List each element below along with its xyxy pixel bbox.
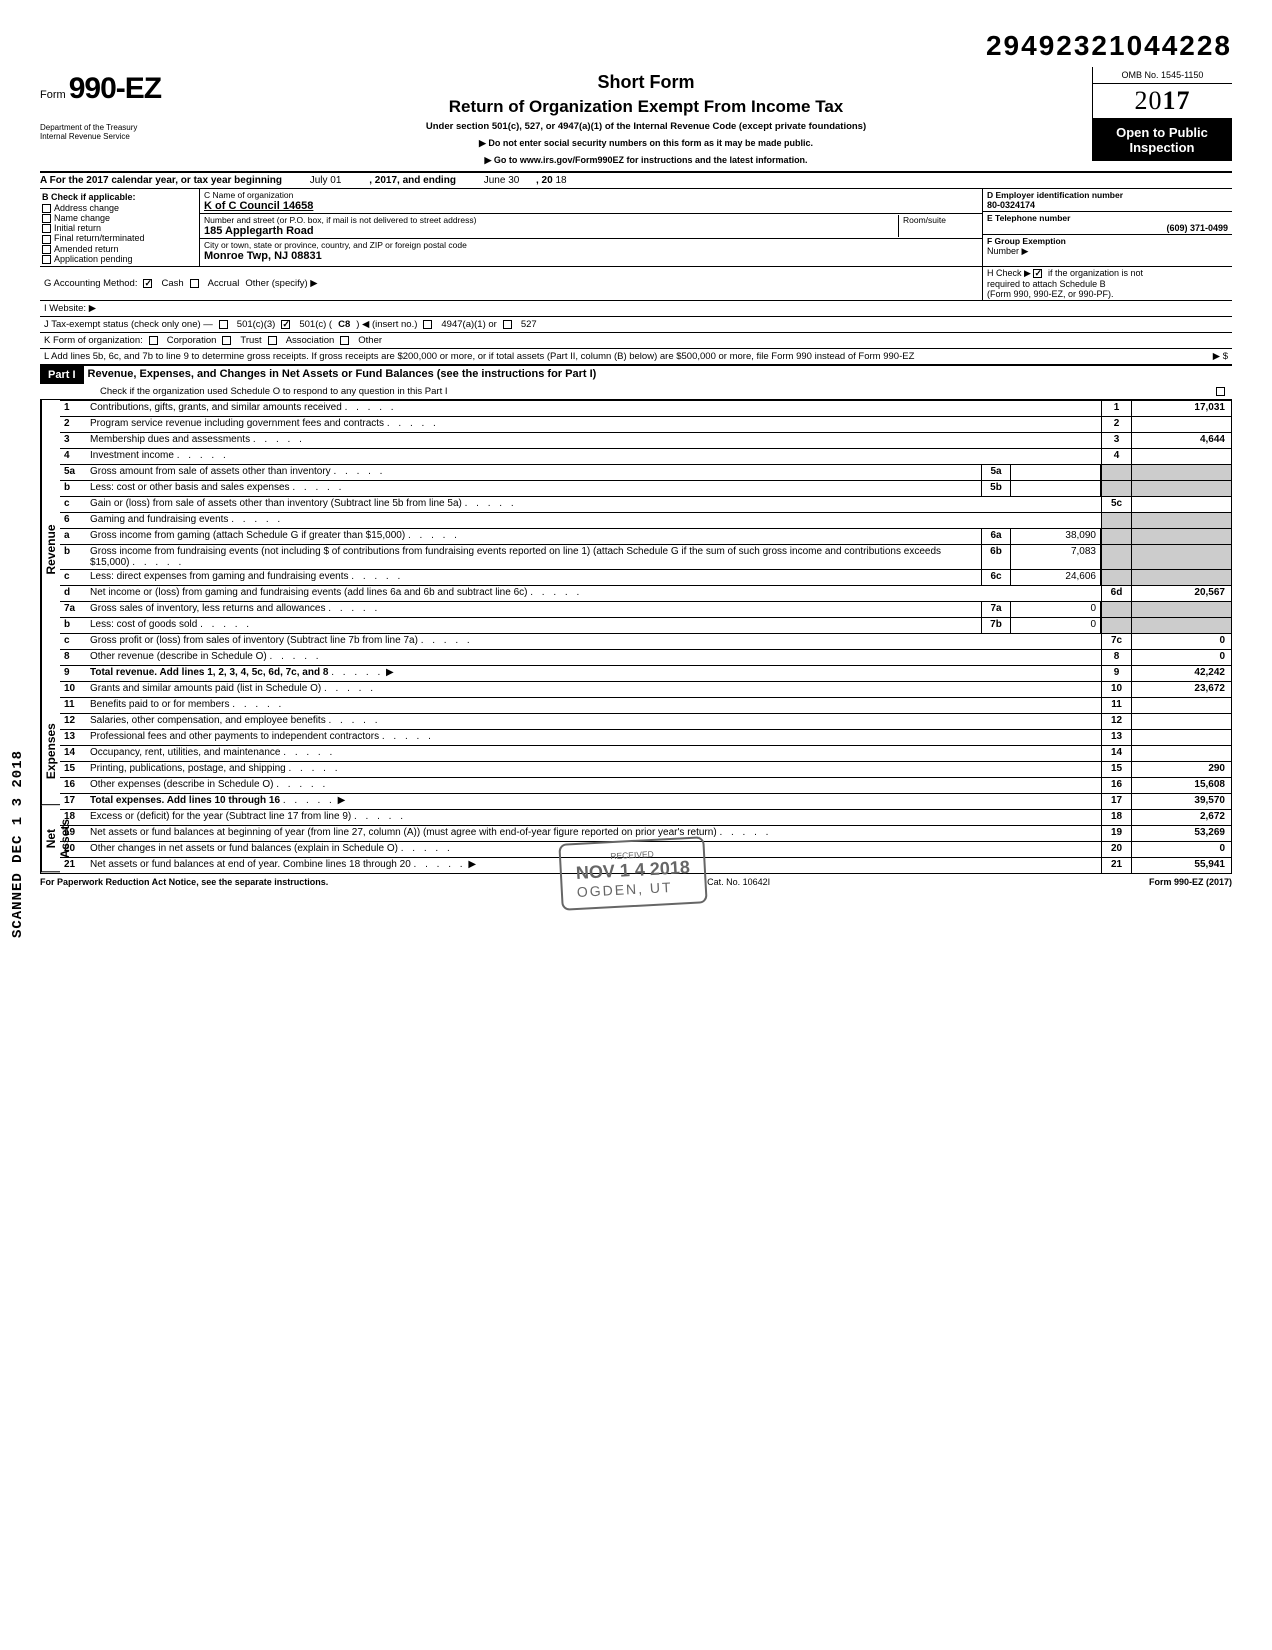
part1-header: Part I Revenue, Expenses, and Changes in… (40, 365, 1232, 384)
form-header: Form 990-EZ Department of the Treasury I… (40, 67, 1232, 173)
tax-year: 2017 (1092, 84, 1232, 119)
info-block: B Check if applicable: Address change Na… (40, 189, 1232, 267)
line-12: 12Salaries, other compensation, and empl… (60, 713, 1231, 729)
line-13: 13Professional fees and other payments t… (60, 729, 1231, 745)
check-501c[interactable] (281, 320, 290, 329)
check-assoc[interactable] (268, 336, 277, 345)
line-11: 11Benefits paid to or for members . . . … (60, 697, 1231, 713)
city-label: City or town, state or province, country… (204, 240, 467, 250)
dept-irs: Internal Revenue Service (40, 133, 200, 142)
tel-label: E Telephone number (987, 213, 1070, 223)
addr-label: Number and street (or P.O. box, if mail … (204, 215, 476, 225)
short-form-title: Short Form (210, 72, 1082, 93)
line-b: bLess: cost or other basis and sales exp… (60, 480, 1231, 496)
part1-label: Part I (40, 366, 84, 384)
part1-body: Revenue Expenses Net Assets 1Contributio… (40, 400, 1232, 874)
goto-link: ▶ Go to www.irs.gov/Form990EZ for instru… (210, 155, 1082, 166)
scanned-stamp: SCANNED DEC 1 3 2018 (10, 750, 26, 938)
form-prefix: Form (40, 89, 66, 101)
expenses-label: Expenses (41, 699, 60, 805)
check-pending[interactable]: Application pending (42, 254, 197, 264)
check-amended[interactable]: Amended return (42, 244, 197, 254)
footer-left: For Paperwork Reduction Act Notice, see … (40, 877, 328, 887)
row-l: L Add lines 5b, 6c, and 7b to line 9 to … (40, 349, 1232, 365)
netassets-label: Net Assets (41, 805, 60, 872)
line-b: bGross income from fundraising events (n… (60, 544, 1231, 569)
grp-label: F Group Exemption (987, 236, 1066, 246)
line-18: 18Excess or (deficit) for the year (Subt… (60, 809, 1231, 825)
check-schedule-b[interactable] (1033, 269, 1042, 278)
line-15: 15Printing, publications, postage, and s… (60, 761, 1231, 777)
check-name-change[interactable]: Name change (42, 213, 197, 223)
line-9: 9Total revenue. Add lines 1, 2, 3, 4, 5c… (60, 665, 1231, 681)
line-b: bLess: cost of goods sold . . . . .7b0 (60, 617, 1231, 633)
telephone: (609) 371-0499 (987, 223, 1228, 233)
footer-right: Form 990-EZ (2017) (1149, 877, 1232, 887)
line-8: 8Other revenue (describe in Schedule O) … (60, 649, 1231, 665)
received-stamp: RECEIVED NOV 1 4 2018 OGDEN, UT (558, 836, 707, 911)
part1-check-line: Check if the organization used Schedule … (40, 384, 1232, 400)
line-10: 10Grants and similar amounts paid (list … (60, 681, 1231, 697)
line-14: 14Occupancy, rent, utilities, and mainte… (60, 745, 1231, 761)
room-label: Room/suite (903, 215, 946, 225)
check-final-return[interactable]: Final return/terminated (42, 233, 197, 243)
row-k-org-form: K Form of organization: Corporation Trus… (40, 333, 1232, 349)
open-public: Open to Public Inspection (1092, 119, 1232, 161)
line-c: cGain or (loss) from sale of assets othe… (60, 496, 1231, 512)
revenue-label: Revenue (41, 400, 60, 700)
main-title: Return of Organization Exempt From Incom… (210, 97, 1082, 117)
line-4: 4Investment income . . . . .4 (60, 448, 1231, 464)
org-name: K of C Council 14658 (204, 200, 313, 212)
line-7a: 7aGross sales of inventory, less returns… (60, 601, 1231, 617)
ssn-warning: ▶ Do not enter social security numbers o… (210, 138, 1082, 149)
col-b-header: B Check if applicable: (42, 191, 197, 203)
ein: 80-0324174 (987, 200, 1035, 210)
org-name-label: C Name of organization (204, 190, 293, 200)
footer-cat: Cat. No. 10642I (707, 877, 770, 887)
row-g-label: G Accounting Method: (44, 278, 137, 289)
check-527[interactable] (503, 320, 512, 329)
document-number: 29492321044228 (40, 30, 1232, 62)
line-1: 1Contributions, gifts, grants, and simil… (60, 400, 1231, 416)
line-6: 6Gaming and fundraising events . . . . . (60, 512, 1231, 528)
check-schedule-o[interactable] (1216, 387, 1225, 396)
line-c: cGross profit or (loss) from sales of in… (60, 633, 1231, 649)
check-other-org[interactable] (340, 336, 349, 345)
line-2: 2Program service revenue including gover… (60, 416, 1231, 432)
part1-title: Revenue, Expenses, and Changes in Net As… (84, 366, 1232, 384)
line-d: dNet income or (loss) from gaming and fu… (60, 585, 1231, 601)
line-16: 16Other expenses (describe in Schedule O… (60, 777, 1231, 793)
line-17: 17Total expenses. Add lines 10 through 1… (60, 793, 1231, 809)
line-5a: 5aGross amount from sale of assets other… (60, 464, 1231, 480)
check-initial-return[interactable]: Initial return (42, 223, 197, 233)
line-3: 3Membership dues and assessments . . . .… (60, 432, 1231, 448)
check-accrual[interactable] (190, 279, 199, 288)
ein-label: D Employer identification number (987, 190, 1123, 200)
check-trust[interactable] (222, 336, 231, 345)
omb-number: OMB No. 1545-1150 (1092, 67, 1232, 84)
sub-title: Under section 501(c), 527, or 4947(a)(1)… (210, 121, 1082, 132)
city-state-zip: Monroe Twp, NJ 08831 (204, 250, 322, 262)
check-corp[interactable] (149, 336, 158, 345)
check-address-change[interactable]: Address change (42, 203, 197, 213)
row-h: H Check ▶ if the organization is not req… (982, 267, 1232, 300)
row-j-tax-status: J Tax-exempt status (check only one) — 5… (40, 317, 1232, 333)
line-c: cLess: direct expenses from gaming and f… (60, 569, 1231, 585)
form-number: 990-EZ (69, 72, 161, 105)
check-4947[interactable] (423, 320, 432, 329)
row-a-calendar: A For the 2017 calendar year, or tax yea… (40, 173, 1232, 189)
street-address: 185 Applegarth Road (204, 225, 314, 237)
row-i-website: I Website: ▶ (40, 301, 1232, 317)
check-cash[interactable] (143, 279, 152, 288)
grp-number-label: Number ▶ (987, 246, 1028, 256)
line-a: aGross income from gaming (attach Schedu… (60, 528, 1231, 544)
check-501c3[interactable] (219, 320, 228, 329)
